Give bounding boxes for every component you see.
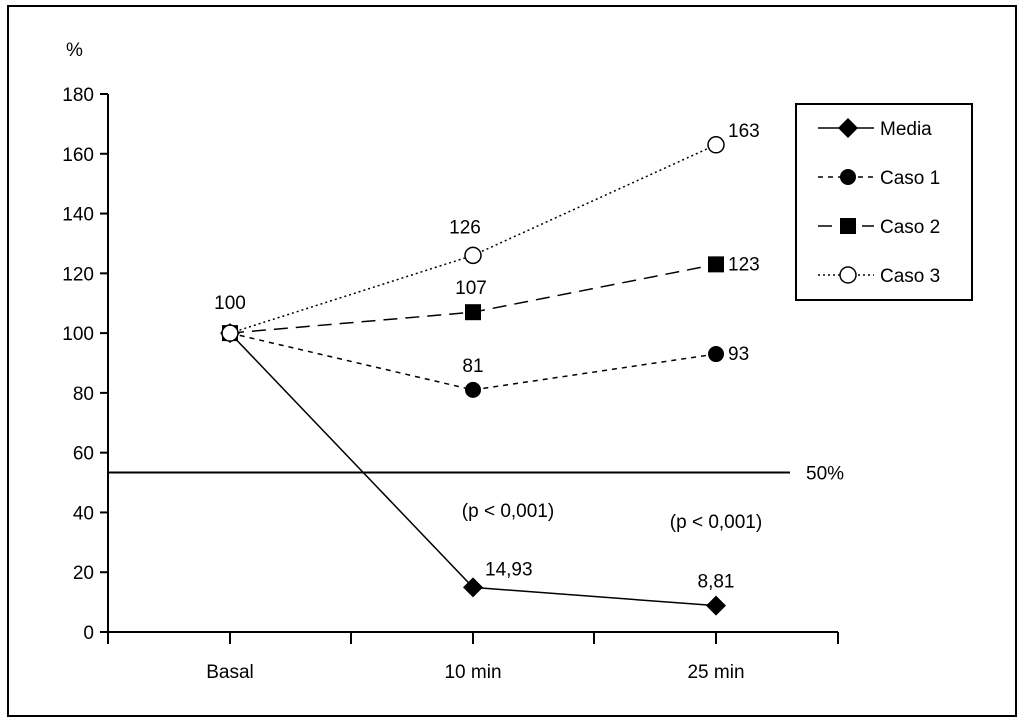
y-tick-label: 20 [73, 563, 94, 584]
y-tick-label: 0 [83, 623, 94, 644]
y-tick-label: 180 [62, 85, 94, 106]
data-label-media: 8,81 [698, 572, 735, 593]
y-tick-label: 120 [62, 264, 94, 285]
data-label-caso-1: 93 [728, 344, 749, 365]
data-point-caso-2 [708, 256, 724, 273]
legend-marker-caso-1 [840, 169, 856, 185]
y-tick-label: 140 [62, 205, 94, 226]
data-label-caso-3: 126 [449, 217, 481, 238]
data-label-caso-2: 107 [455, 278, 487, 299]
x-tick-label: 10 min [444, 662, 501, 683]
data-point-media [463, 577, 483, 598]
y-tick-label: 100 [62, 324, 94, 345]
legend-label-caso-2: Caso 2 [880, 217, 940, 238]
data-point-caso-1 [708, 346, 724, 363]
y-tick-label: 160 [62, 145, 94, 166]
y-tick-label: 60 [73, 444, 94, 465]
reference-line-label: 50% [806, 464, 844, 485]
data-point-caso-1 [465, 381, 481, 398]
chart-frame [7, 5, 1017, 717]
y-tick-label: 40 [73, 503, 94, 524]
x-tick-label: Basal [206, 662, 254, 683]
data-label-caso-3: 100 [214, 293, 246, 314]
data-label-caso-1: 81 [462, 356, 483, 377]
legend-box [795, 103, 973, 301]
legend-label-caso-1: Caso 1 [880, 168, 940, 189]
data-label-media: 14,93 [485, 559, 533, 580]
data-point-media [706, 595, 726, 616]
data-label-caso-2: 123 [728, 254, 760, 275]
legend-label-media: Media [880, 119, 932, 140]
data-point-caso-3 [221, 324, 239, 342]
legend-marker-caso-2 [840, 218, 856, 234]
legend-marker-caso-3 [839, 266, 857, 284]
series-line-caso-1 [229, 332, 717, 391]
data-point-caso-3 [707, 136, 725, 154]
p-value-annotation: (p < 0,001) [670, 512, 762, 533]
data-point-caso-2 [465, 304, 481, 321]
data-point-caso-3 [464, 246, 482, 265]
x-tick-label: 25 min [687, 662, 744, 683]
legend-marker-media [838, 118, 858, 138]
data-label-caso-3: 163 [728, 121, 760, 142]
y-tick-label: 80 [73, 384, 94, 405]
y-axis-label: % [66, 40, 83, 61]
legend-label-caso-3: Caso 3 [880, 266, 940, 287]
p-value-annotation: (p < 0,001) [462, 501, 554, 522]
